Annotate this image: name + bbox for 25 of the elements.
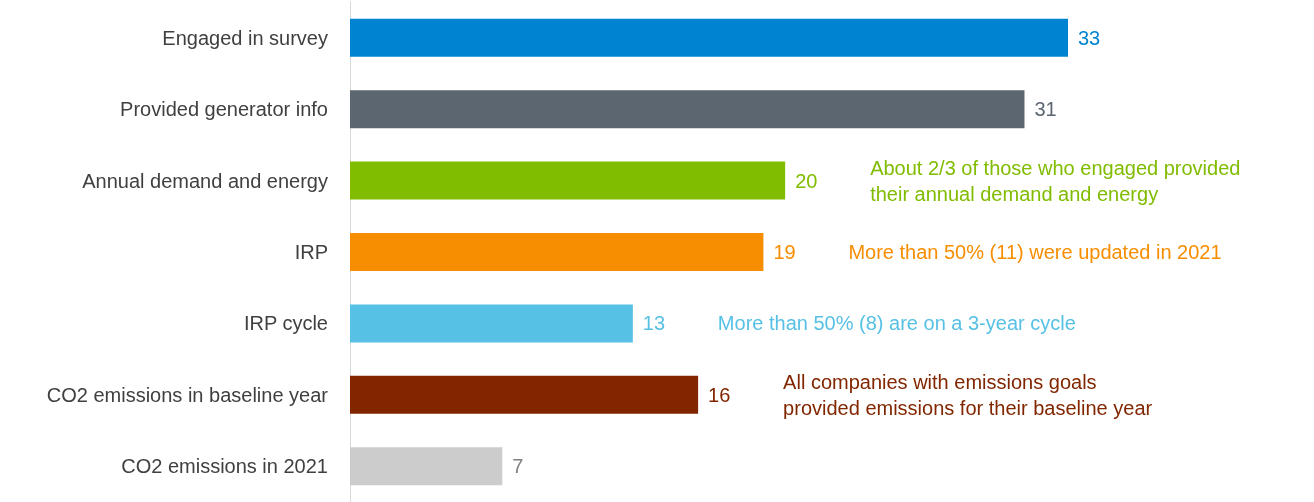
data-label: 31 [1034, 98, 1057, 121]
y-tick-label: IRP cycle [243, 312, 328, 335]
data-label: 19 [773, 241, 796, 263]
y-tick-label: CO2 emissions in baseline year [46, 383, 329, 406]
y-tick-label: IRP [294, 241, 328, 263]
y-tick-label: Provided generator info [120, 98, 328, 121]
annotation: All companies with emissions goals provided emissions for their baseline year [783, 370, 1153, 419]
annotation: More than 50% (8) are on a 3-year cycle [717, 312, 1076, 335]
data-label: 13 [642, 312, 666, 335]
annotation: More than 50% (11) were updated in 2021 [848, 241, 1222, 263]
y-tick-label: Annual demand and energy [82, 169, 328, 192]
bar [350, 447, 503, 486]
data-label: 7 [512, 455, 524, 478]
bar [350, 233, 764, 271]
y-tick-label: CO2 emissions in 2021 [121, 455, 328, 478]
bar [350, 90, 1025, 129]
bar [350, 375, 699, 414]
y-tick-label: Engaged in survey [162, 26, 328, 49]
bar [350, 18, 1068, 57]
data-label: 16 [708, 383, 731, 406]
annotation: About 2/3 of those who engaged provided their annual demand and energy [870, 156, 1241, 205]
bar [350, 304, 633, 343]
bar [350, 161, 786, 200]
data-label: 33 [1078, 26, 1101, 49]
data-label: 20 [795, 169, 818, 192]
